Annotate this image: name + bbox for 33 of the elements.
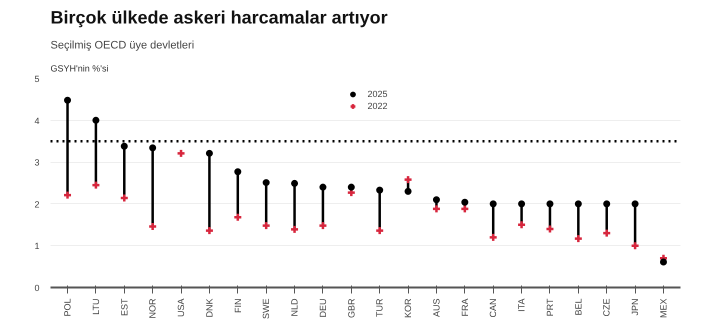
x-tick-label: BEL [573,298,584,316]
legend-label: 2022 [367,100,388,112]
x-tick-label: USA [176,298,186,318]
x-tick-label: FIN [232,298,243,313]
y-tick-label: 4 [34,116,40,126]
x-tick-label: LTU [90,298,101,315]
x-tick-label: DNK [204,298,214,318]
y-tick-label: 2 [34,199,40,210]
x-tick-label: ITA [516,298,527,312]
legend-label: 2025 [367,88,388,100]
x-tick-label: TUR [374,298,385,317]
chart-subtitle: Seçilmiş OECD üye devletleri [50,40,194,52]
x-tick-label: CAN [488,298,498,318]
x-tick-label: POL [62,298,73,317]
x-tick-label: SWE [261,298,272,319]
x-tick-label: JPN [630,298,640,316]
x-tick-label: DEU [318,298,328,318]
x-tick-label: EST [119,298,130,316]
y-tick-label: 0 [34,283,40,293]
y-tick-label: 5 [34,74,40,84]
x-tick-label: NOR [148,298,158,318]
y-tick-label: 3 [34,158,40,168]
y-axis-title: GSYH'nin %'si [50,64,108,74]
x-tick-label: PRT [544,298,555,316]
x-tick-label: AUS [431,298,442,318]
x-tick-label: FRA [460,298,470,316]
x-tick-label: KOR [403,298,414,318]
x-tick-label: NLD [290,298,300,317]
y-tick-label: 1 [34,241,40,252]
x-tick-label: GBR [346,298,356,318]
x-tick-label: CZE [602,298,612,316]
chart-title: Birçok ülkede askeri harcamalar artıyor [50,8,388,28]
x-tick-label: MEX [658,298,668,318]
